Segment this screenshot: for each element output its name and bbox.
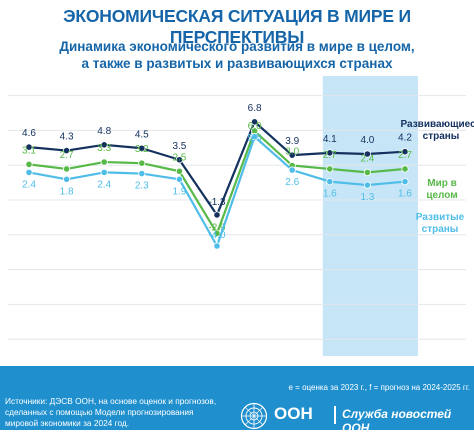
- legend-label: Развитые страны: [416, 212, 465, 235]
- data-label: -1.3: [208, 197, 226, 208]
- data-label: 3.9: [285, 136, 299, 147]
- data-label: 4.0: [360, 135, 374, 146]
- data-label: -2.9: [208, 222, 226, 233]
- data-point: [251, 133, 259, 141]
- subtitle-line-2: а также в развитых и развивающихся стран…: [81, 56, 393, 71]
- data-point: [213, 242, 221, 250]
- data-point: [363, 181, 371, 189]
- data-point: [100, 158, 108, 166]
- data-point: [175, 156, 183, 164]
- estimate-note: e = оценка за 2023 г., f = прогноз на 20…: [288, 383, 471, 392]
- data-point: [326, 178, 334, 186]
- data-label: 2.6: [285, 177, 299, 188]
- data-label: 1.6: [398, 189, 412, 200]
- data-label: 2.4: [360, 153, 374, 164]
- data-point: [288, 166, 296, 174]
- brand-divider: [334, 406, 336, 424]
- page-title: ЭКОНОМИЧЕСКАЯ СИТУАЦИЯ В МИРЕ И ПЕРСПЕКТ…: [63, 6, 411, 47]
- data-label: 3.3: [97, 143, 111, 154]
- data-label: 4.8: [97, 126, 111, 137]
- data-label: -4.0: [208, 230, 226, 241]
- data-point: [326, 149, 334, 157]
- data-label: 4.2: [398, 133, 412, 144]
- data-point: [25, 168, 33, 177]
- data-label: 2.3: [135, 181, 149, 192]
- data-point: [175, 167, 183, 175]
- data-point: [138, 159, 146, 167]
- chart-subtitle: Динамика экономического развития в мире …: [0, 38, 474, 72]
- data-point: [25, 160, 33, 168]
- data-point: [326, 165, 334, 173]
- data-label: 3.0: [285, 147, 299, 158]
- un-brand-label: ООН: [274, 404, 313, 423]
- footer-band: e = оценка за 2023 г., f = прогноз на 20…: [0, 366, 474, 435]
- data-label: 3.1: [22, 145, 36, 156]
- data-point: [213, 211, 221, 219]
- data-label: 2.7: [323, 150, 337, 161]
- data-point: [401, 148, 409, 156]
- data-point: [138, 169, 146, 178]
- data-point: [62, 146, 71, 155]
- data-label: 5.5: [248, 133, 262, 144]
- data-label: 1.9: [172, 186, 186, 197]
- source-line-3: мировой экономики за 2024 год.: [5, 418, 130, 428]
- data-point: [401, 178, 409, 186]
- data-label: 1.3: [360, 192, 374, 203]
- data-label: 2.4: [22, 179, 36, 190]
- data-point: [288, 151, 296, 159]
- data-point: [138, 144, 146, 152]
- data-point: [363, 168, 371, 177]
- legend-label: Мир в целом: [426, 178, 457, 201]
- data-label: 1.6: [323, 189, 337, 200]
- data-label: 4.5: [135, 129, 149, 140]
- data-point: [175, 175, 183, 183]
- data-point: [62, 165, 71, 173]
- data-label: 6.8: [248, 103, 262, 114]
- source-note: Источники: ДЭСВ ООН, на основе оценок и …: [5, 396, 245, 429]
- data-point: [251, 118, 259, 126]
- data-label: 2.7: [60, 150, 74, 161]
- data-label: 2.5: [172, 152, 186, 163]
- data-point: [62, 175, 71, 183]
- data-label: 6.0: [248, 121, 262, 132]
- forecast-shade: [322, 76, 418, 356]
- legend-label: Развивающиеся страны: [400, 119, 474, 142]
- data-point: [100, 141, 108, 149]
- data-point: [25, 143, 33, 151]
- source-line-2: сделанных с помощью Модели прогнозирован…: [5, 407, 194, 417]
- data-label: 1.8: [60, 186, 74, 197]
- un-emblem-icon: [240, 402, 268, 430]
- data-label: 3.5: [172, 141, 186, 152]
- source-line-1: Источники: ДЭСВ ООН, на основе оценок и …: [5, 396, 217, 406]
- data-label: 2.4: [97, 179, 111, 190]
- data-label: 4.1: [323, 134, 337, 145]
- data-point: [401, 165, 409, 173]
- growth-line-chart: 201520162017201820192020202120222023(e)2…: [8, 76, 474, 356]
- data-point: [363, 150, 371, 158]
- subtitle-line-1: Динамика экономического развития в мире …: [59, 39, 415, 54]
- data-label: 2.7: [398, 150, 412, 161]
- data-label: 3.2: [135, 144, 149, 155]
- data-label: 4.6: [22, 128, 36, 139]
- data-label: 4.3: [60, 132, 74, 143]
- news-service-label: Служба новостей ООН: [342, 407, 452, 435]
- data-point: [100, 168, 108, 177]
